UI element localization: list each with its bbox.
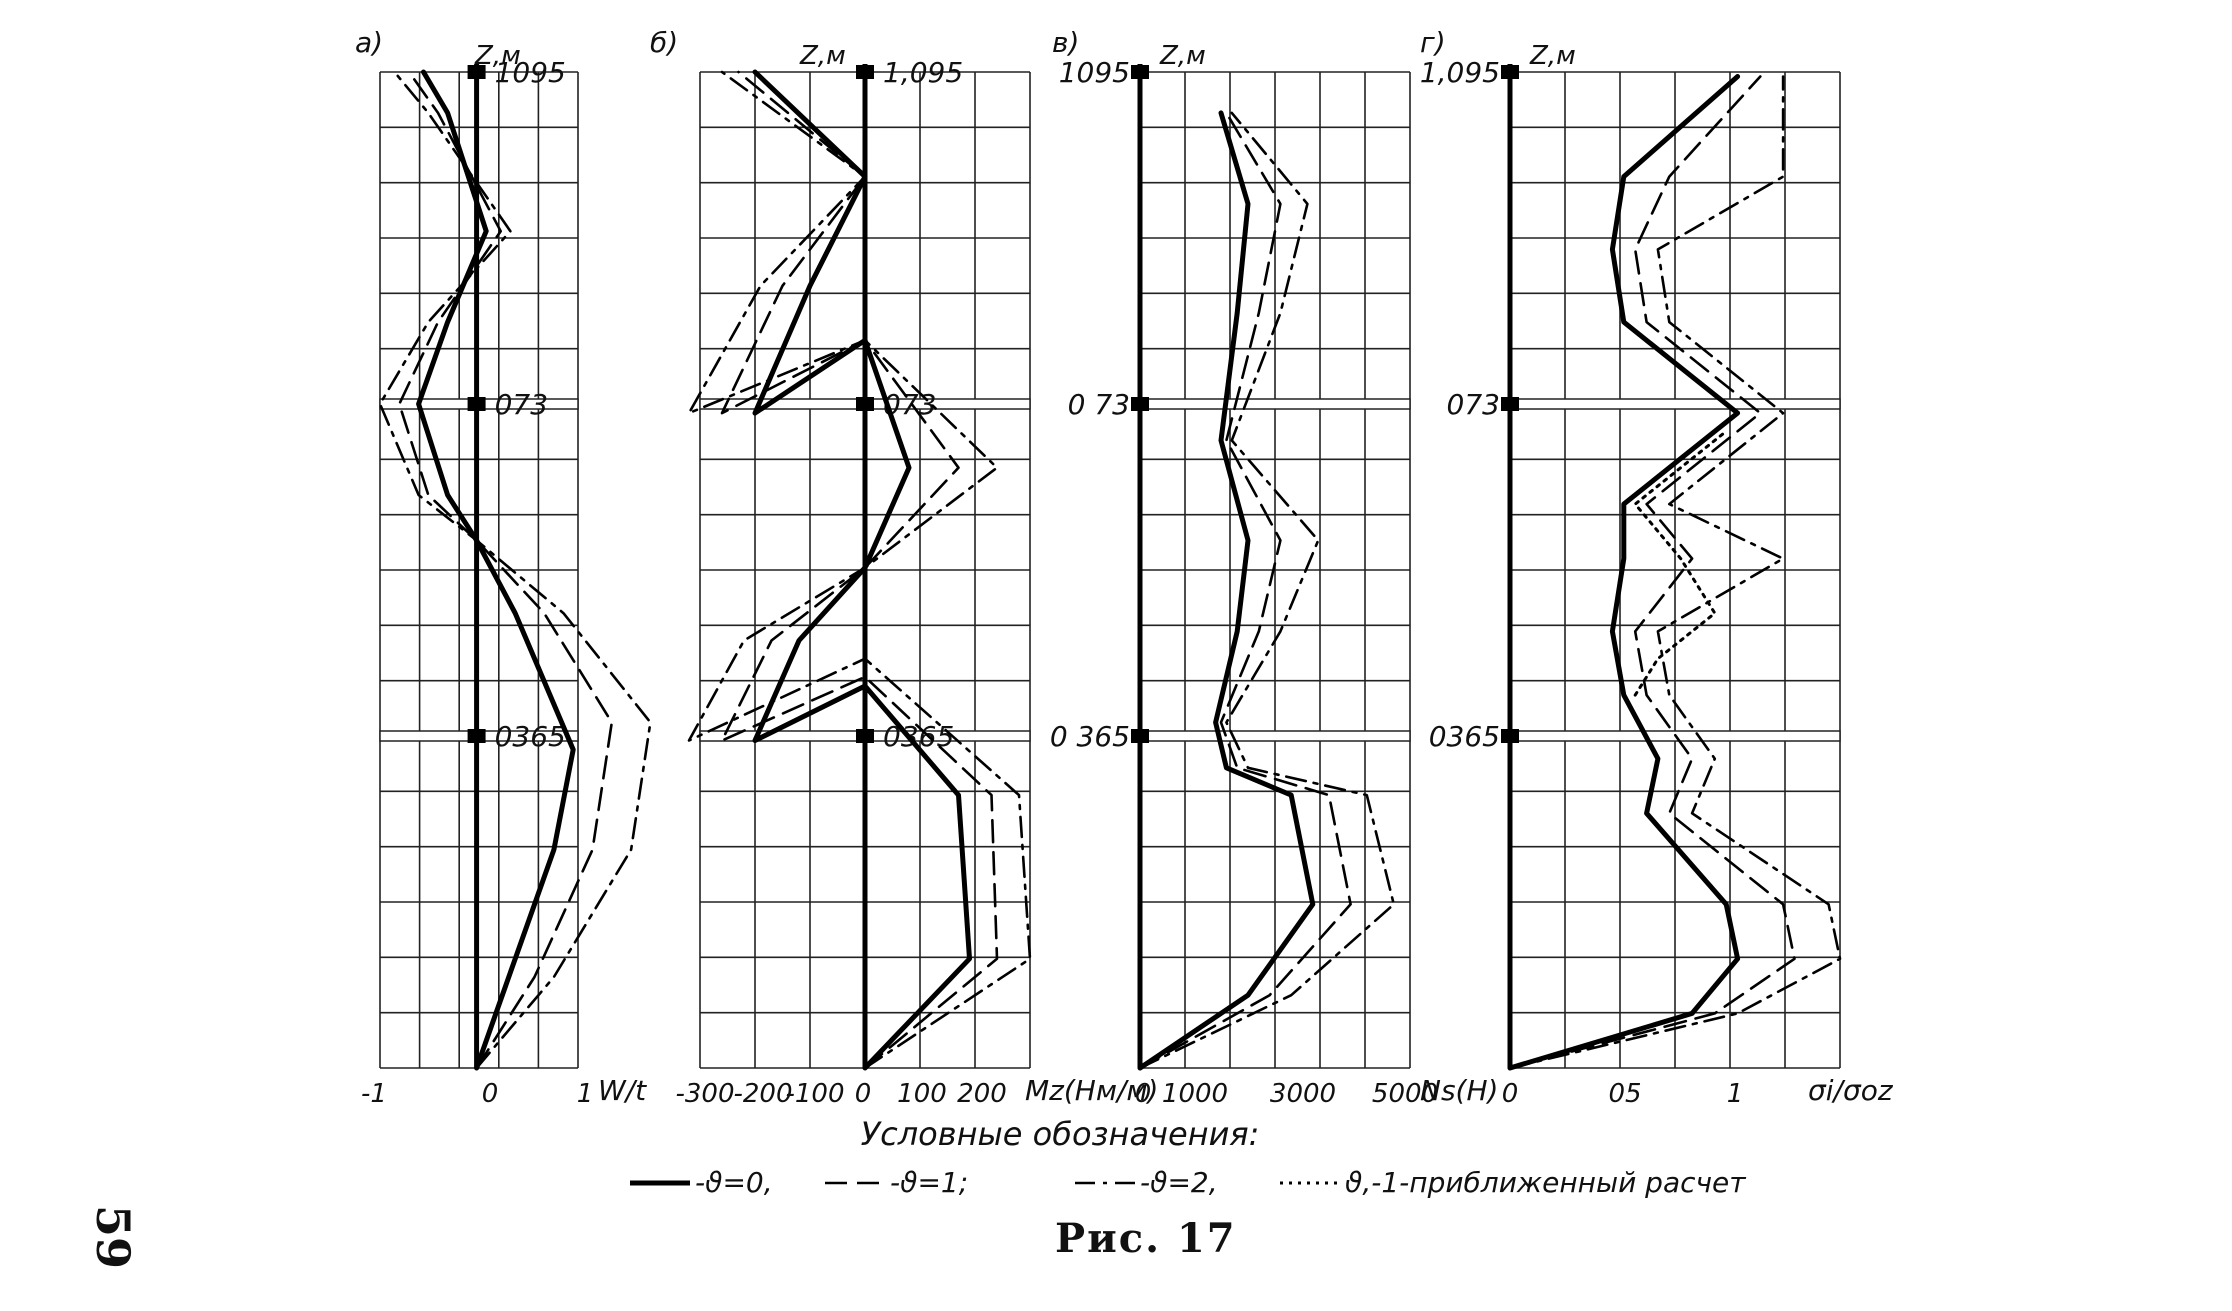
level-marker bbox=[1501, 397, 1519, 411]
series-solid bbox=[1137, 110, 1316, 1071]
level-label: 0365 bbox=[1429, 720, 1500, 753]
legend-title: Условные обозначения: bbox=[861, 1115, 1260, 1153]
series-dashed bbox=[1508, 75, 1796, 1070]
series-dash-dot bbox=[378, 70, 652, 1070]
level-marker bbox=[1501, 65, 1519, 79]
level-label: 1095 bbox=[1059, 56, 1130, 89]
series-solid bbox=[416, 69, 576, 1071]
tick-label: 3000 bbox=[1270, 1079, 1336, 1109]
panel-letter: г) bbox=[1420, 26, 1446, 59]
tick-label: -1 bbox=[361, 1079, 387, 1109]
stiffener-band bbox=[1139, 398, 1411, 410]
z-axis-label: Z,м bbox=[1159, 41, 1206, 71]
legend-item-label: ϑ,-1-приближенный расчет bbox=[1345, 1166, 1746, 1199]
z-axis-label: Z,м bbox=[1529, 41, 1576, 71]
tick-label: 05 bbox=[1608, 1079, 1641, 1109]
tick-label: -300 bbox=[675, 1079, 734, 1109]
x-axis-label: W/t bbox=[598, 1074, 647, 1107]
level-label: 1095 bbox=[495, 56, 566, 89]
z-axis-label: Z,м bbox=[799, 41, 846, 71]
legend-item-label: -ϑ=2, bbox=[1140, 1166, 1218, 1199]
tick-label: 200 bbox=[957, 1079, 1007, 1109]
stiffener-band bbox=[1139, 730, 1411, 742]
level-label: 0365 bbox=[495, 720, 566, 753]
stiffener-band bbox=[1509, 398, 1841, 410]
legend-item-label: -ϑ=0, bbox=[695, 1166, 773, 1199]
level-label: 073 bbox=[495, 388, 548, 421]
tick-label: 1 bbox=[577, 1079, 594, 1109]
level-marker bbox=[856, 729, 874, 743]
level-label: 073 bbox=[1447, 388, 1500, 421]
tick-label: -100 bbox=[785, 1079, 844, 1109]
level-marker bbox=[467, 729, 486, 743]
series-dashed bbox=[398, 70, 614, 1070]
panel-letter: в) bbox=[1052, 26, 1079, 59]
level-marker bbox=[856, 397, 874, 411]
page-number: 59 bbox=[86, 1205, 140, 1270]
panel-1: 1095 073 0365 а) Z,м -1 0 1 W/t bbox=[355, 26, 652, 1109]
level-label: 1,095 bbox=[1420, 56, 1500, 89]
series-dash-dot bbox=[1138, 111, 1396, 1070]
level-marker bbox=[1131, 729, 1149, 743]
series-dashed bbox=[1138, 111, 1352, 1070]
panel-4: 1,095 073 0365 г) Z,м 0 05 1 σi/σoz bbox=[1420, 26, 1894, 1109]
level-marker bbox=[1501, 729, 1519, 743]
tick-label: 0 bbox=[1135, 1079, 1152, 1109]
tick-label: 0 bbox=[482, 1079, 499, 1109]
series-dash-dot bbox=[1508, 75, 1842, 1070]
tick-label: 5000 bbox=[1372, 1079, 1438, 1109]
series-dash-dot bbox=[687, 70, 1032, 1070]
level-label: 0 365 bbox=[1050, 720, 1130, 753]
level-label: 1,095 bbox=[883, 56, 963, 89]
level-marker bbox=[1131, 397, 1149, 411]
level-marker bbox=[467, 397, 486, 411]
legend-item-label: -ϑ=1; bbox=[890, 1166, 968, 1199]
tick-label: 1000 bbox=[1162, 1079, 1228, 1109]
panel-letter: б) bbox=[650, 26, 678, 59]
x-axis-label: σi/σoz bbox=[1808, 1074, 1894, 1107]
tick-label: 0 bbox=[855, 1079, 872, 1109]
level-marker bbox=[467, 65, 486, 79]
z-axis-label: Z,м bbox=[474, 41, 521, 71]
tick-label: 1 bbox=[1727, 1079, 1744, 1109]
level-label: 0 73 bbox=[1068, 388, 1130, 421]
tick-label: -200 bbox=[733, 1079, 792, 1109]
panel-letter: а) bbox=[355, 26, 383, 59]
figure-caption: Рис. 17 bbox=[1055, 1215, 1237, 1262]
tick-label: 0 bbox=[1502, 1079, 1519, 1109]
series-dotted bbox=[1633, 429, 1728, 697]
x-axis-label: Ns(Н) bbox=[1420, 1074, 1498, 1107]
tick-label: 100 bbox=[897, 1079, 947, 1109]
level-marker bbox=[856, 65, 874, 79]
x-axis-label: Mz(Нм/м) bbox=[1025, 1074, 1158, 1107]
legend: Условные обозначения: -ϑ=0, -ϑ=1; -ϑ=2, ϑ,-1… bbox=[630, 1115, 1746, 1199]
level-marker bbox=[1131, 65, 1149, 79]
series-solid bbox=[1507, 74, 1741, 1071]
